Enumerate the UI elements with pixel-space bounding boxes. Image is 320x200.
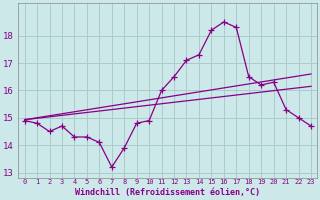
X-axis label: Windchill (Refroidissement éolien,°C): Windchill (Refroidissement éolien,°C) [75, 188, 260, 197]
